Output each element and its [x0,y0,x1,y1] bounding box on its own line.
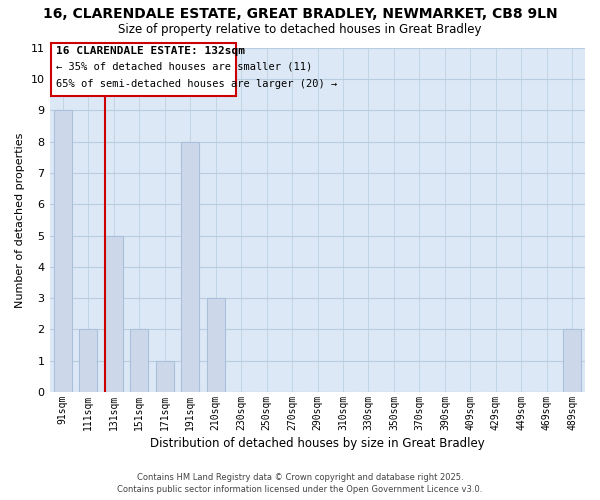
Text: ← 35% of detached houses are smaller (11): ← 35% of detached houses are smaller (11… [56,62,313,72]
Bar [156,360,173,392]
Text: 16, CLARENDALE ESTATE, GREAT BRADLEY, NEWMARKET, CB8 9LN: 16, CLARENDALE ESTATE, GREAT BRADLEY, NE… [43,8,557,22]
FancyBboxPatch shape [52,43,236,96]
Bar [207,298,224,392]
Bar [79,330,97,392]
Text: 65% of semi-detached houses are larger (20) →: 65% of semi-detached houses are larger (… [56,79,338,89]
Text: Size of property relative to detached houses in Great Bradley: Size of property relative to detached ho… [118,22,482,36]
Text: 16 CLARENDALE ESTATE: 132sqm: 16 CLARENDALE ESTATE: 132sqm [56,46,245,56]
Bar [105,236,123,392]
Bar [54,110,72,392]
X-axis label: Distribution of detached houses by size in Great Bradley: Distribution of detached houses by size … [150,437,485,450]
Bar [130,330,148,392]
Text: Contains HM Land Registry data © Crown copyright and database right 2025.
Contai: Contains HM Land Registry data © Crown c… [118,472,482,494]
Bar [563,330,581,392]
Bar [181,142,199,392]
Y-axis label: Number of detached properties: Number of detached properties [15,132,25,308]
